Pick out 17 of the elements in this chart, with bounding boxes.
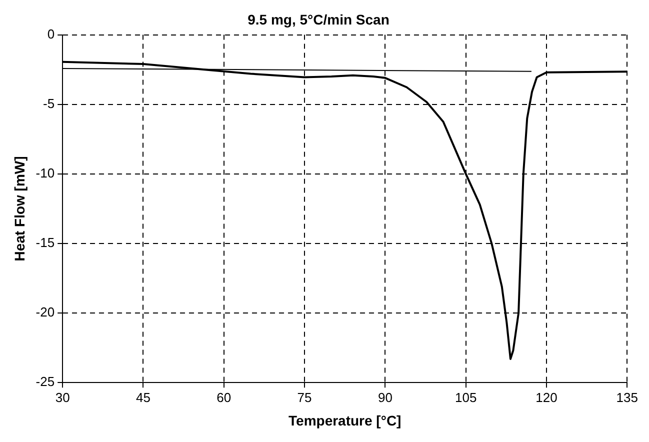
y-tick-label: -25 [36, 374, 55, 390]
x-tick-label: 120 [536, 390, 558, 405]
y-tick-label: -20 [36, 304, 55, 320]
y-tick-label: 0 [47, 26, 55, 42]
y-axis-title: Heat Flow [mW] [11, 156, 28, 262]
x-tick-label: 75 [297, 390, 312, 405]
y-tick-label: -15 [36, 235, 55, 250]
x-tick-label: 105 [455, 390, 477, 405]
x-tick-label: 60 [216, 390, 232, 405]
chart-title: 9.5 mg, 5°C/min Scan [248, 11, 390, 28]
x-tick-label: 45 [136, 390, 150, 405]
x-tick-label: 30 [55, 390, 70, 405]
x-axis-title: Temperature [°C] [288, 412, 402, 428]
x-tick-label: 90 [378, 390, 392, 405]
y-tick-label: -5 [43, 96, 55, 111]
y-tick-label: -10 [36, 166, 55, 180]
x-tick-label: 135 [616, 390, 638, 405]
